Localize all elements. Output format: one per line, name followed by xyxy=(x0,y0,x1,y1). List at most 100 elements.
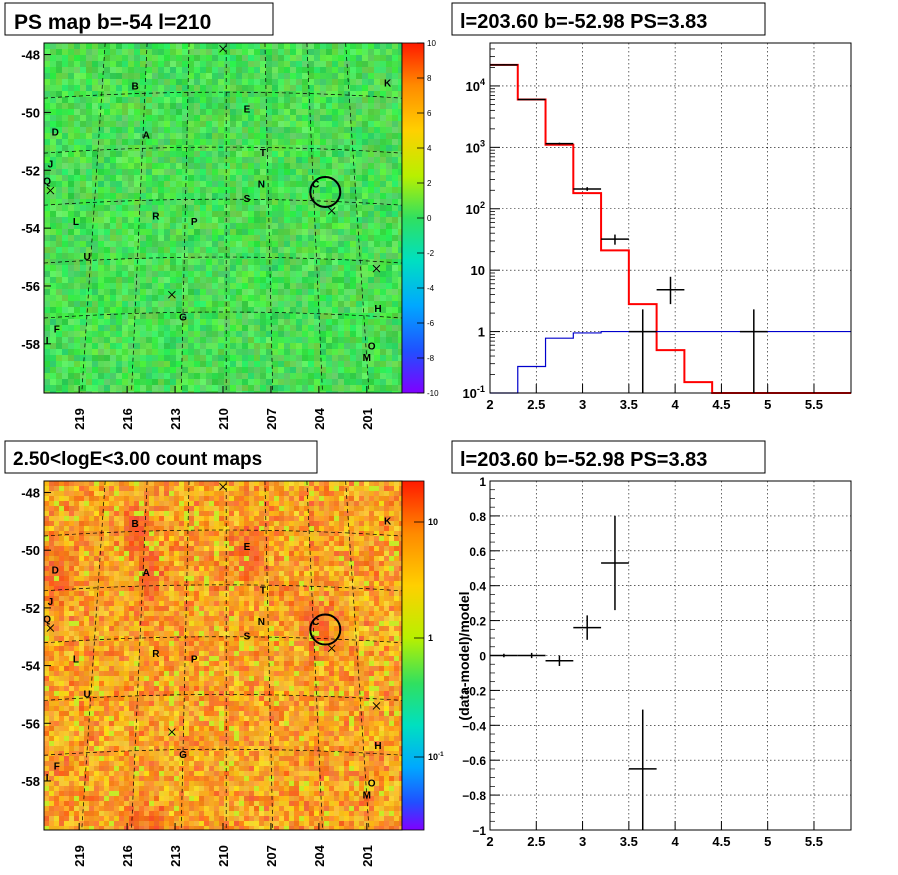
ps-map-cell xyxy=(368,325,374,331)
count-map-cell xyxy=(119,746,124,751)
count-map-cell xyxy=(79,811,84,816)
ps-map-cell xyxy=(92,247,98,253)
count-map-cell xyxy=(124,556,129,561)
ps-map-cell xyxy=(44,319,50,325)
count-map-cell xyxy=(84,711,89,716)
count-map-cell xyxy=(49,686,54,691)
ps-map-cell xyxy=(212,301,218,307)
ps-map-cell xyxy=(128,361,134,367)
count-map-cell xyxy=(79,491,84,496)
ps-map-cell xyxy=(104,97,110,103)
ps-map-cell xyxy=(74,127,80,133)
ps-map-cell xyxy=(332,331,338,337)
colorbar-label: -4 xyxy=(427,284,435,293)
ps-map-cell xyxy=(296,133,302,139)
count-map-cell xyxy=(49,741,54,746)
count-map-cell xyxy=(59,821,64,826)
ps-map-cell xyxy=(56,49,62,55)
ps-map-cell xyxy=(218,325,224,331)
count-map-cell xyxy=(124,786,129,791)
ps-map-cell xyxy=(326,115,332,121)
ps-map-cell xyxy=(332,349,338,355)
count-map-cell xyxy=(129,666,134,671)
ps-map-cell xyxy=(152,97,158,103)
count-map-cell xyxy=(54,601,59,606)
ps-map-cell xyxy=(212,313,218,319)
count-map-cell xyxy=(84,816,89,821)
count-map-cell xyxy=(84,491,89,496)
count-map-cell xyxy=(114,731,119,736)
count-map-cell xyxy=(104,711,109,716)
ps-map-cell xyxy=(236,265,242,271)
ps-map-cell xyxy=(116,277,122,283)
ps-map-cell xyxy=(236,277,242,283)
count-map-cell xyxy=(49,671,54,676)
ps-map-cell xyxy=(272,283,278,289)
ps-map-cell xyxy=(356,319,362,325)
ps-map-cell xyxy=(302,373,308,379)
ps-map-cell xyxy=(50,151,56,157)
count-map-cell xyxy=(89,701,94,706)
ps-map-cell xyxy=(314,343,320,349)
ps-map-cell xyxy=(50,43,56,49)
ps-map-cell xyxy=(50,67,56,73)
ps-map-cell xyxy=(314,241,320,247)
ps-map-cell xyxy=(92,205,98,211)
count-map-cell xyxy=(84,581,89,586)
ps-map-cell xyxy=(212,127,218,133)
ps-map-cell xyxy=(170,163,176,169)
ps-map-cell xyxy=(50,379,56,385)
ps-map-cell xyxy=(98,355,104,361)
ps-map-cell xyxy=(362,271,368,277)
count-map-cell xyxy=(79,651,84,656)
ps-map-cell xyxy=(284,163,290,169)
ps-map-cell xyxy=(284,223,290,229)
ps-map-cell xyxy=(314,97,320,103)
count-map-cell xyxy=(54,766,59,771)
count-map-cell xyxy=(44,611,49,616)
ps-map-cell xyxy=(320,91,326,97)
ps-map-cell xyxy=(110,139,116,145)
ps-map-cell xyxy=(44,133,50,139)
ps-map-cell xyxy=(134,277,140,283)
count-map-cell xyxy=(54,741,59,746)
ps-map-cell xyxy=(188,391,194,393)
ps-map-cell xyxy=(98,115,104,121)
ps-map-cell xyxy=(260,127,266,133)
ps-map-cell xyxy=(296,229,302,235)
ps-map-cell xyxy=(134,349,140,355)
count-map-cell xyxy=(69,741,74,746)
ps-map-cell xyxy=(212,235,218,241)
count-map-cell xyxy=(69,616,74,621)
ps-map-cell xyxy=(248,301,254,307)
ps-map-cell xyxy=(266,259,272,265)
ps-map-cell xyxy=(80,343,86,349)
count-map-cell xyxy=(89,691,94,696)
ps-map-cell xyxy=(92,157,98,163)
ps-map-cell xyxy=(398,271,402,277)
source-label-m: M xyxy=(363,353,371,364)
ps-map-cell xyxy=(62,193,68,199)
ps-map-cell xyxy=(212,85,218,91)
ps-map-cell xyxy=(230,145,236,151)
ps-map-cell xyxy=(326,241,332,247)
ps-map-cell xyxy=(320,49,326,55)
ps-map-cell xyxy=(236,181,242,187)
ps-map-cell xyxy=(302,301,308,307)
ps-map-cell xyxy=(344,103,350,109)
ps-map-cell xyxy=(320,193,326,199)
ps-map-cell xyxy=(332,67,338,73)
count-map-cell xyxy=(94,806,99,811)
ps-map-cell xyxy=(122,283,128,289)
ps-map-cell xyxy=(80,313,86,319)
count-map-cell xyxy=(109,766,114,771)
count-map-cell xyxy=(54,621,59,626)
count-map-cell xyxy=(109,676,114,681)
ps-map-cell xyxy=(284,229,290,235)
count-map-cell xyxy=(54,556,59,561)
ps-map-cell xyxy=(200,223,206,229)
count-map-cell xyxy=(44,741,49,746)
ps-map-cell xyxy=(74,163,80,169)
ps-map-cell xyxy=(392,373,398,379)
ps-map-cell xyxy=(230,73,236,79)
